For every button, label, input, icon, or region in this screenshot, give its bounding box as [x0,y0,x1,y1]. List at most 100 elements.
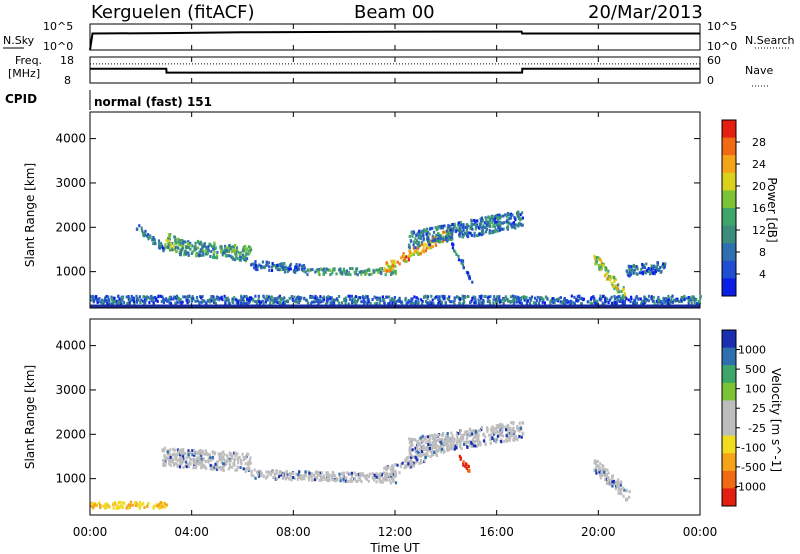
scatter-cell [252,298,255,302]
scatter-cell [243,295,246,299]
scatter-cell [500,438,503,442]
scatter-cell [692,295,695,299]
scatter-cell [472,295,475,299]
scatter-cell [464,226,467,229]
scatter-cell [91,297,94,301]
scatter-cell [656,261,659,265]
scatter-cell [96,300,99,304]
scatter-cell [390,465,393,469]
scatter-cell [414,450,417,454]
scatter-cell [254,267,257,271]
scatter-cell [349,273,352,277]
scatter-cell [580,296,583,300]
scatter-cell [426,435,429,439]
scatter-cell [537,301,540,305]
scatter-cell [446,439,449,443]
scatter-cell [235,301,238,305]
scatter-cell [478,429,481,433]
scatter-cell [218,455,221,459]
scatter-cell [599,476,602,480]
scatter-cell [375,301,378,305]
scatter-cell [680,298,683,302]
scatter-cell [131,298,134,302]
scatter-cell [420,231,423,235]
scatter-cell [530,298,533,302]
scatter-cell [486,429,489,433]
scatter-cell [625,297,628,301]
scatter-cell [472,429,475,433]
scatter-cell [153,504,156,508]
scatter-cell [227,298,230,302]
scatter-cell [227,249,230,253]
scatter-cell [431,434,434,437]
scatter-cell [434,226,437,230]
scatter-cell [257,297,260,301]
scatter-cell [611,484,614,488]
scatter-cell [311,478,314,482]
scatter-cell [436,227,439,231]
scatter-cell [254,300,257,304]
scatter-cell [115,506,118,510]
scatter-cell [484,230,488,234]
scatter-cell [385,269,388,273]
scatter-cell [137,503,140,507]
scatter-cell [536,295,539,299]
scatter-cell [369,301,372,305]
scatter-cell [594,469,598,473]
scatter-cell [674,299,677,303]
scatter-cell [168,295,171,299]
scatter-cell [500,300,503,303]
scatter-cell [308,478,311,482]
scatter-cell [319,471,322,475]
scatter-cell [458,297,461,301]
scatter-cell [142,231,145,235]
scatter-cell [605,475,608,479]
scatter-cell [408,460,411,464]
scatter-cell [604,274,607,278]
scatter-cell [511,294,514,298]
scatter-cell [224,254,227,258]
scatter-cell [494,230,497,234]
scatter-cell [610,295,613,299]
scatter-cell [406,456,409,460]
scatter-cell [208,300,211,304]
scatter-cell [220,245,223,249]
scatter-cell [419,436,422,440]
scatter-cell [420,298,423,302]
scatter-cell [492,298,495,302]
scatter-cell [272,264,275,267]
scatter-cell [178,239,181,242]
scatter-cell [179,457,182,461]
scatter-cell [102,299,105,303]
scatter-cell [479,443,482,447]
scatter-cell [459,441,462,444]
scatter-cell [595,302,598,305]
scatter-cell [442,230,445,234]
scatter-cell [233,296,236,300]
scatter-cell [473,231,476,235]
scatter-cell [228,463,231,467]
scatter-cell [440,438,443,441]
scatter-cell [541,300,544,304]
scatter-cell [607,471,610,475]
scatter-cell [450,236,453,239]
scatter-cell [222,455,225,459]
scatter-cell [200,452,203,456]
scatter-cell [353,296,356,300]
scatter-cell [683,294,686,298]
scatter-cell [233,250,237,254]
scatter-cell [187,251,190,255]
scatter-cell [466,231,470,235]
scatter-cell [474,296,477,300]
scatter-cell [447,235,450,238]
scatter-cell [214,462,217,466]
scatter-cell [490,427,493,431]
scatter-cell [652,296,655,299]
x-axis-ticks: 00:00 04:00 08:00 12:00 16:00 20:00 00:00 [73,24,717,539]
scatter-cell [658,300,661,304]
scatter-cell [209,466,212,470]
scatter-cell [144,296,147,300]
scatter-cell [620,289,623,293]
scatter-cell [595,261,598,265]
